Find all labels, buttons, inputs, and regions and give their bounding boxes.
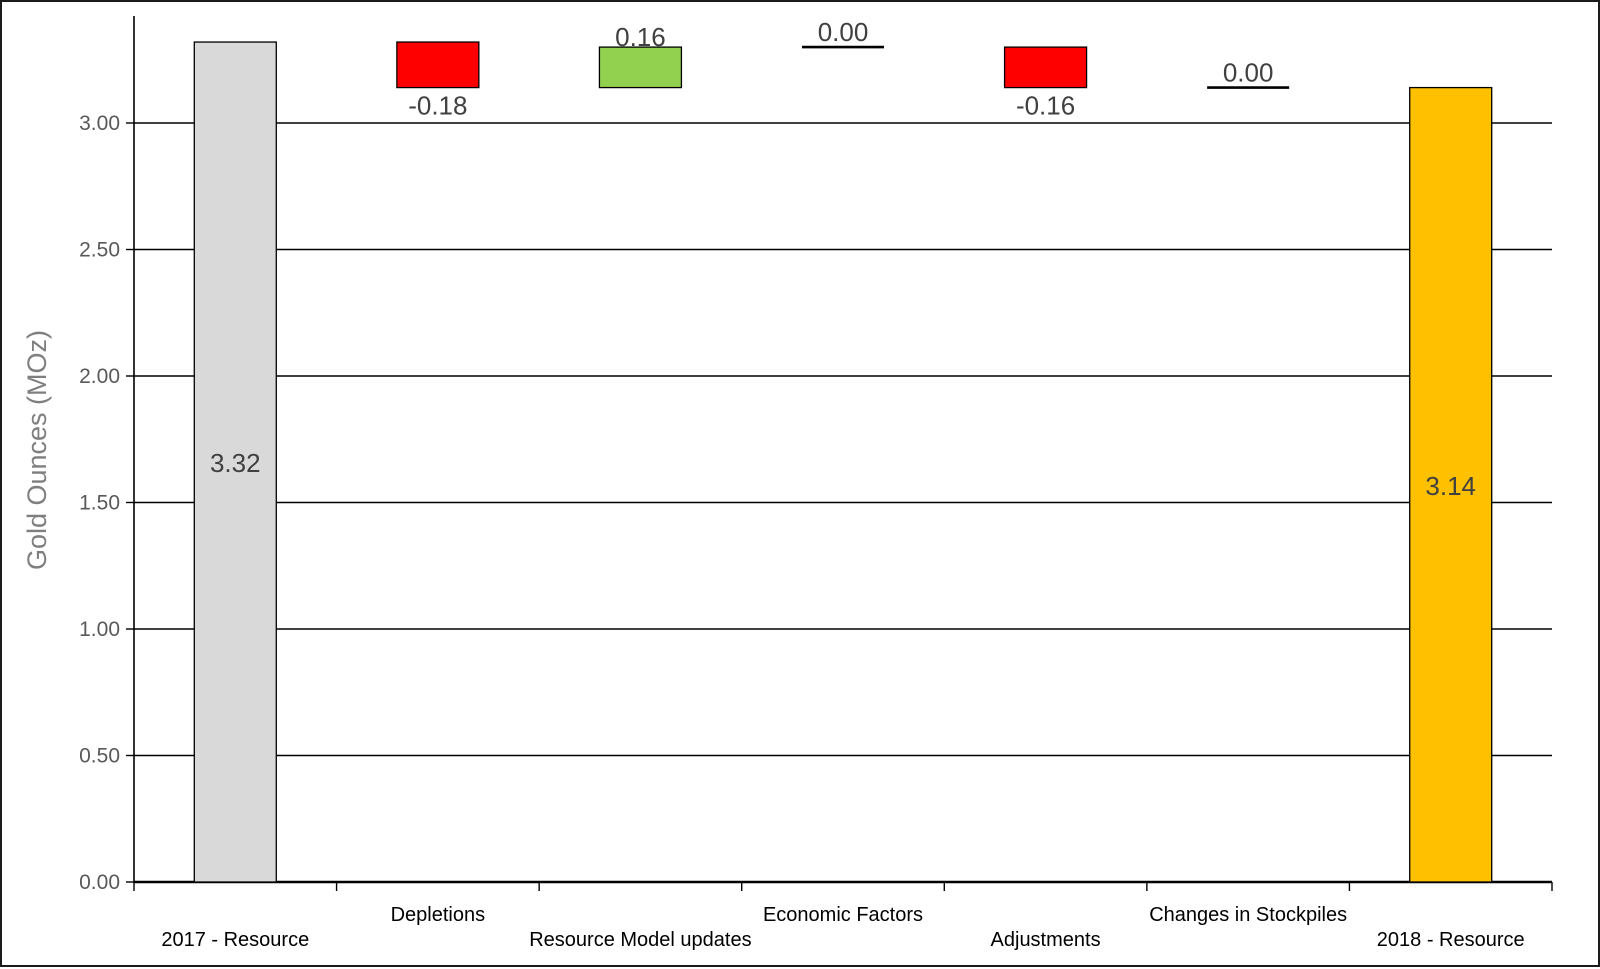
x-tick-label: Resource Model updates <box>529 929 751 951</box>
y-tick-label: 1.00 <box>79 618 120 641</box>
x-tick-labels: 2017 - Resource Depletions Resource Model … <box>161 904 1524 951</box>
y-tick-label: 2.00 <box>79 365 120 388</box>
bar-value-label: 3.14 <box>1425 471 1476 501</box>
y-tick-label: 1.50 <box>79 492 120 515</box>
x-tick-label: Economic Factors <box>763 904 923 926</box>
y-tick-label: 0.50 <box>79 745 120 768</box>
x-tick-label: 2017 - Resource <box>161 929 309 951</box>
total-bar <box>193 41 277 883</box>
x-tick-label: 2018 - Resource <box>1377 929 1525 951</box>
bar-value-label: 3.32 <box>210 448 261 478</box>
y-tick-label: 0.00 <box>79 871 120 894</box>
bar-value-label: 0.16 <box>615 22 666 52</box>
data-labels: 3.32 -0.18 0.16 0.00 -0.16 0.00 3.14 <box>210 17 1476 501</box>
bar-value-label: 0.00 <box>1223 58 1274 88</box>
y-tick-labels: 0.00 0.50 1.00 1.50 2.00 2.50 3.00 <box>79 112 120 894</box>
decrease-bar <box>1003 46 1088 89</box>
gridlines <box>134 122 1552 757</box>
y-axis-title: Gold Ounces (MOz) <box>22 330 52 570</box>
x-tick-label: Depletions <box>391 904 486 926</box>
bars <box>193 41 1493 883</box>
total-bar <box>1409 86 1493 883</box>
bar-value-label: -0.16 <box>1016 91 1075 121</box>
bar-value-label: 0.00 <box>818 17 869 47</box>
x-tick-label: Adjustments <box>991 929 1101 951</box>
increase-bar <box>598 46 683 89</box>
y-tick-label: 2.50 <box>79 239 120 262</box>
y-tick-label: 3.00 <box>79 112 120 135</box>
axes <box>126 16 1553 891</box>
decrease-bar <box>396 41 480 89</box>
x-tick-label: Changes in Stockpiles <box>1149 904 1347 926</box>
bar-value-label: -0.18 <box>408 91 467 121</box>
